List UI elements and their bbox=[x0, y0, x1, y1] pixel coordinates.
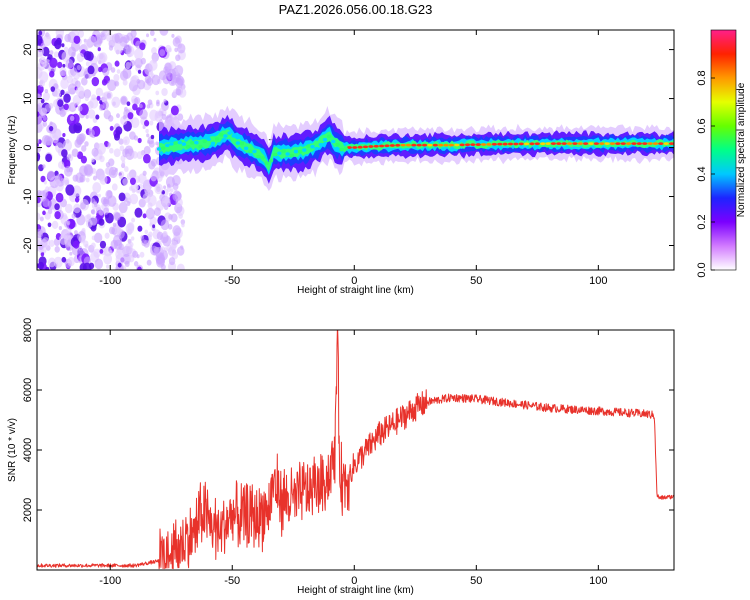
x-tick-label: 50 bbox=[470, 575, 482, 587]
y-tick-label: 6000 bbox=[22, 378, 34, 402]
x-tick-label: 50 bbox=[470, 275, 482, 287]
x-tick-label: 100 bbox=[589, 575, 607, 587]
y-tick-label: -10 bbox=[22, 189, 34, 205]
x-tick-label: 0 bbox=[351, 275, 357, 287]
colorbar-tick-label: 0.0 bbox=[696, 262, 708, 277]
y-tick-label: 20 bbox=[22, 43, 34, 55]
chart-title: PAZ1.2026.056.00.18.G23 bbox=[279, 2, 433, 17]
colorbar-ticks: 0.0 0.2 0.4 0.6 0.8 bbox=[696, 70, 715, 278]
spectrogram-y-axis-label: Frequency (Hz) bbox=[7, 116, 18, 185]
spectrogram-layer bbox=[37, 30, 674, 270]
spectrogram-x-ticks: -100 -50 0 50 100 bbox=[99, 30, 608, 287]
colorbar-label: Normalized spectral amplitude bbox=[736, 82, 747, 217]
colorbar-gradient bbox=[710, 29, 737, 271]
snr-series-line bbox=[37, 330, 674, 570]
x-tick-label: 100 bbox=[589, 275, 607, 287]
x-tick-label: -100 bbox=[99, 275, 121, 287]
snr-y-axis-label: SNR (10 * v/v) bbox=[7, 418, 18, 482]
snr-y-ticks: 2000 4000 6000 8000 bbox=[22, 318, 674, 522]
y-tick-label: 2000 bbox=[22, 498, 34, 522]
x-tick-label: 0 bbox=[351, 575, 357, 587]
x-tick-label: -100 bbox=[99, 575, 121, 587]
colorbar-tick-label: 0.8 bbox=[696, 70, 708, 85]
spectrogram-x-axis-label: Height of straight line (km) bbox=[297, 285, 414, 296]
x-tick-label: -50 bbox=[224, 275, 240, 287]
colorbar-tick-label: 0.4 bbox=[696, 166, 708, 181]
spectrogram-frame bbox=[36, 29, 675, 271]
spectrogram-ridge bbox=[156, 105, 674, 192]
y-tick-label: -20 bbox=[22, 238, 34, 254]
colorbar: 0.0 0.2 0.4 0.6 0.8 Normalized spectral ampl… bbox=[696, 29, 747, 278]
spectrogram-y-ticks: 20 10 0 -10 -20 bbox=[22, 43, 674, 253]
snr-plot-area bbox=[37, 330, 674, 570]
x-tick-label: -50 bbox=[224, 575, 240, 587]
y-tick-label: 8000 bbox=[22, 318, 34, 342]
snr-x-axis-label: Height of straight line (km) bbox=[297, 585, 414, 596]
colorbar-tick-label: 0.6 bbox=[696, 118, 708, 133]
y-tick-label: 10 bbox=[22, 92, 34, 104]
y-tick-label: 4000 bbox=[22, 438, 34, 462]
colorbar-tick-label: 0.2 bbox=[696, 214, 708, 229]
snr-x-ticks: -100 -50 0 50 100 bbox=[99, 330, 608, 587]
snr-panel: -100 -50 0 50 100 2000 4000 6000 8000 Height of… bbox=[7, 318, 675, 596]
y-tick-label: 0 bbox=[22, 144, 34, 150]
